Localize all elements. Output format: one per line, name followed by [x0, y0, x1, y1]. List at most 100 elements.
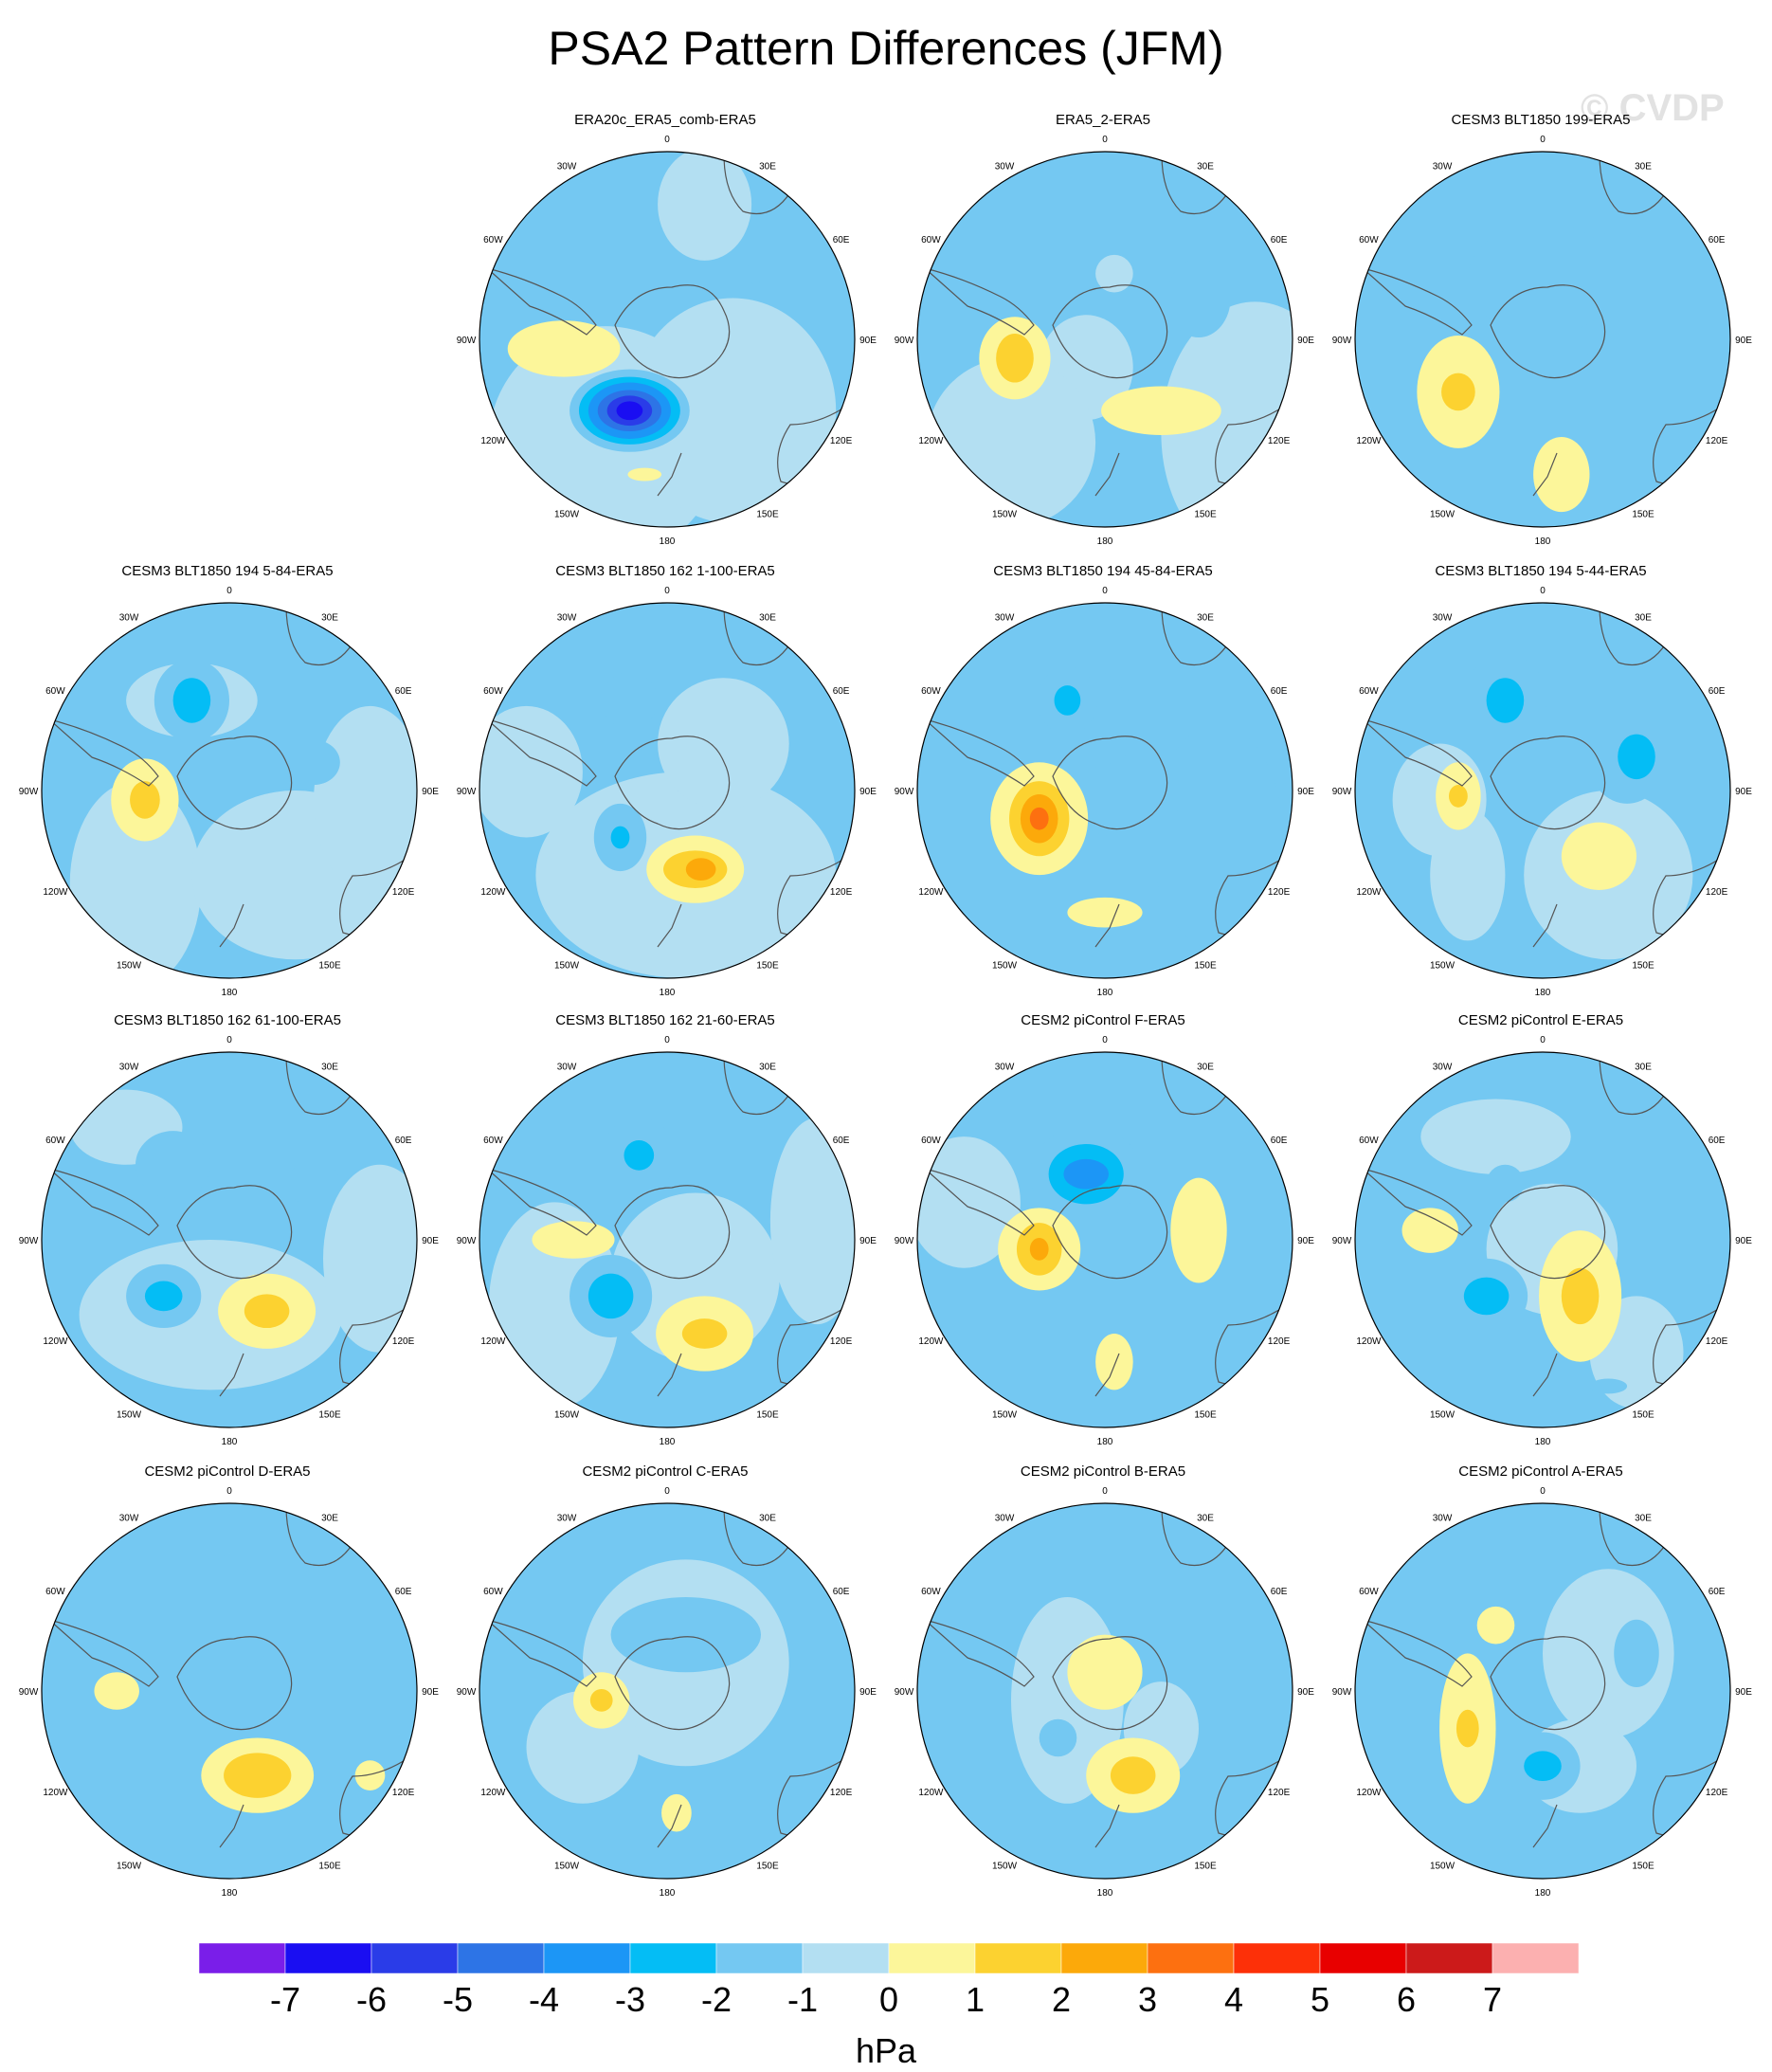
anomaly-contour [610, 1597, 761, 1673]
anomaly-contour [1543, 1569, 1674, 1738]
africa-coastline [1599, 605, 1667, 666]
longitude-label: 90E [1297, 1236, 1314, 1246]
longitude-label: 30E [321, 612, 338, 623]
longitude-label: 120E [830, 436, 853, 446]
anomaly-contour [94, 1672, 139, 1710]
longitude-label: 60E [833, 235, 850, 245]
anomaly-contour [1486, 678, 1525, 723]
anomaly-contour [1441, 373, 1475, 411]
longitude-label: 180 [222, 988, 238, 998]
polar-map: 0 30E 60E 90E 120E 150E 180 150W 120W 90W 60W 30W [1332, 586, 1753, 998]
longitude-label: 180 [660, 1888, 676, 1899]
longitude-label: 90W [457, 1687, 477, 1698]
antarctica-coastline [614, 1185, 731, 1280]
longitude-label: 150E [318, 961, 341, 972]
map-border [41, 1502, 418, 1880]
anomaly-contour [1054, 685, 1081, 716]
anomaly-contour [1618, 734, 1655, 780]
longitude-label: 120W [480, 1788, 506, 1798]
longitude-label: 150E [1632, 961, 1654, 972]
africa-coastline [1161, 1054, 1229, 1116]
anomaly-contour [1401, 1208, 1458, 1253]
longitude-label: 60W [1359, 1136, 1379, 1146]
anomaly-contour [1449, 785, 1468, 808]
longitude-label: 180 [222, 1888, 238, 1899]
longitude-label: 90E [1297, 787, 1314, 797]
longitude-label: 60W [483, 1136, 503, 1146]
map-border [479, 602, 856, 979]
longitude-label: 0 [664, 1486, 670, 1497]
longitude-label: 60E [833, 686, 850, 697]
panel-title: CESM3 BLT1850 162 61-100-ERA5 [114, 1012, 341, 1028]
map-panel: CESM2 piControl F-ERA5 0 30E 60E 90E 120E 150E… [876, 1012, 1315, 1448]
longitude-label: 180 [1535, 988, 1551, 998]
south-america-coastline [1362, 1619, 1473, 1687]
anomaly-contour [661, 1793, 692, 1832]
anomaly-contour [685, 858, 716, 882]
longitude-label: 120E [1706, 1788, 1728, 1798]
longitude-label: 30E [321, 1062, 338, 1072]
anomaly-contour [629, 298, 837, 524]
longitude-label: 120W [480, 887, 506, 898]
new-zealand-coastline [1094, 903, 1120, 948]
map-panel: CESM2 piControl A-ERA5 0 30E 60E 90E 120E 150E… [1313, 1463, 1753, 1899]
anomaly-contour [238, 1559, 315, 1616]
longitude-label: 90E [1735, 1687, 1752, 1698]
anomaly-contour [1463, 1277, 1510, 1316]
anomaly-contour [748, 254, 763, 285]
longitude-label: 0 [664, 586, 670, 596]
longitude-label: 60W [45, 1136, 65, 1146]
anomaly-contour [588, 1273, 634, 1319]
longitude-label: 30E [1635, 161, 1652, 172]
anomaly-contour [1430, 809, 1506, 941]
panel-title: CESM2 piControl C-ERA5 [582, 1463, 749, 1480]
polar-map: 0 30E 60E 90E 120E 150E 180 150W 120W 90W 60W 30W [19, 586, 440, 998]
antarctica-coastline [614, 1636, 731, 1731]
polar-map: 0 30E 60E 90E 120E 150E 180 150W 120W 90W 60W 30W [19, 1035, 440, 1447]
longitude-label: 90E [859, 336, 877, 346]
longitude-label: 30W [995, 161, 1015, 172]
anomaly-contour [610, 826, 630, 849]
longitude-label: 30E [1197, 612, 1214, 623]
map-border [41, 602, 418, 979]
longitude-label: 0 [226, 1035, 232, 1045]
longitude-label: 60W [1359, 235, 1379, 245]
longitude-label: 150W [992, 1862, 1018, 1872]
longitude-label: 120W [918, 1788, 944, 1798]
anomaly-contour [1095, 254, 1133, 293]
map-border [479, 1502, 856, 1880]
longitude-label: 90E [1735, 336, 1752, 346]
south-america-coastline [486, 1619, 597, 1687]
africa-coastline [1161, 1505, 1229, 1567]
longitude-label: 60E [1271, 235, 1288, 245]
anomaly-contour [1095, 1334, 1133, 1390]
longitude-label: 60E [395, 1136, 412, 1146]
new-zealand-coastline [1532, 452, 1558, 497]
anomaly-contour [996, 334, 1034, 383]
map-border [1354, 1051, 1731, 1428]
longitude-label: 120E [1706, 1336, 1728, 1347]
new-zealand-coastline [1094, 1804, 1120, 1848]
longitude-label: 60W [483, 686, 503, 697]
africa-coastline [723, 1505, 791, 1567]
longitude-label: 120E [1268, 436, 1291, 446]
longitude-label: 30W [557, 1062, 577, 1072]
south-america-coastline [48, 1168, 159, 1236]
anomaly-contour [507, 320, 621, 377]
longitude-label: 180 [660, 1437, 676, 1447]
anomaly-contour [1486, 1164, 1525, 1203]
longitude-label: 120E [1268, 1788, 1291, 1798]
longitude-label: 180 [1097, 536, 1113, 547]
longitude-label: 90W [895, 1236, 914, 1246]
anomaly-contour [1561, 1267, 1600, 1325]
south-america-coastline [1362, 1168, 1473, 1236]
anomaly-contour [1067, 1634, 1143, 1710]
panel-title: ERA5_2-ERA5 [1055, 112, 1151, 128]
longitude-label: 30W [1433, 161, 1453, 172]
anomaly-contour [1561, 822, 1636, 890]
longitude-label: 30E [321, 1513, 338, 1523]
longitude-label: 90E [422, 1236, 439, 1246]
anomaly-contour [1456, 1709, 1479, 1748]
panel-title: CESM3 BLT1850 162 1-100-ERA5 [555, 563, 775, 579]
longitude-label: 120W [43, 887, 68, 898]
